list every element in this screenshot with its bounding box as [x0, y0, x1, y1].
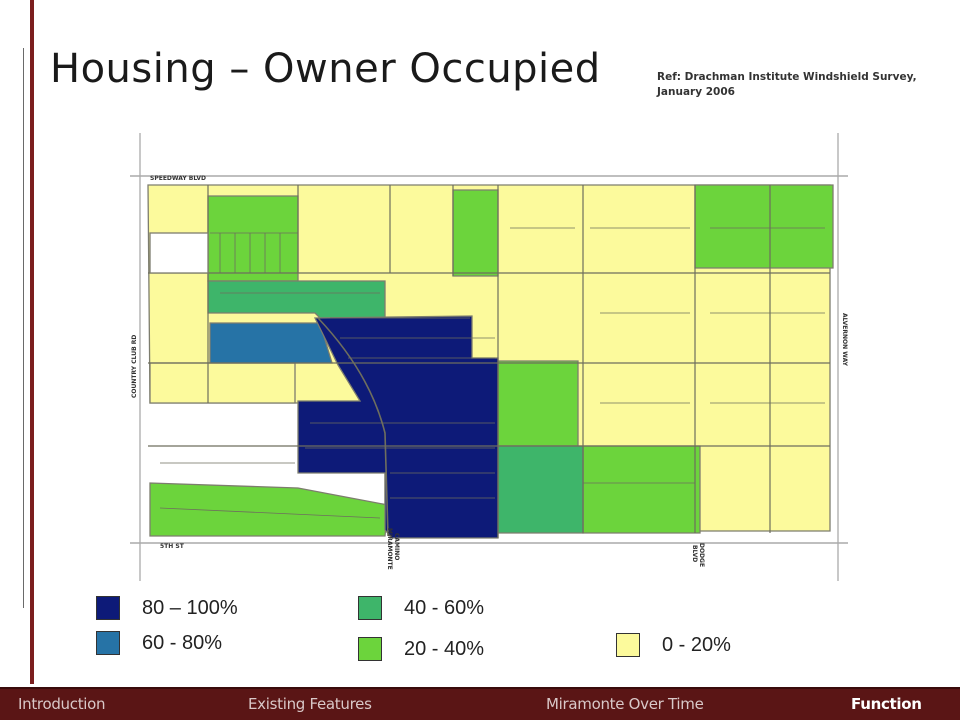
left-accent-bar: [30, 0, 34, 684]
legend-item-80-100: 80 – 100%: [96, 593, 238, 623]
legend-item-0-20: 0 - 20%: [616, 630, 731, 660]
street-label-5th: 5TH ST: [160, 543, 185, 550]
nav-miramonte-over-time[interactable]: Miramonte Over Time: [546, 695, 704, 713]
street-label-dodge-2: BLVD: [691, 545, 698, 562]
legend-swatch-60-80: [96, 631, 120, 655]
street-grid: [148, 185, 830, 538]
zone-20-40-n: [452, 189, 499, 277]
zone-60-80: [209, 322, 333, 364]
left-accent-line: [23, 48, 24, 608]
neighborhood-map: SPEEDWAY BLVD 5TH ST COUNTRY CLUB RD ALV…: [130, 133, 848, 581]
street-label-camino-1: CAMINO: [393, 533, 400, 560]
white-parcel: [149, 232, 209, 274]
nav-existing-features[interactable]: Existing Features: [248, 695, 372, 713]
zone-40-60-north: [207, 280, 386, 319]
nav-function[interactable]: Function: [851, 695, 922, 713]
legend-swatch-20-40: [358, 637, 382, 661]
legend-label-20-40: 20 - 40%: [404, 637, 485, 660]
legend-label-60-80: 60 - 80%: [142, 631, 223, 654]
street-label-alvernon: ALVERNON WAY: [841, 313, 848, 367]
parcel-lines: [159, 227, 825, 519]
zone-20-40-se: [582, 445, 701, 534]
street-label-speedway: SPEEDWAY BLVD: [150, 175, 206, 182]
legend-label-0-20: 0 - 20%: [662, 633, 731, 656]
reference-note: Ref: Drachman Institute Windshield Surve…: [657, 71, 917, 98]
legend-item-60-80: 60 - 80%: [96, 628, 222, 658]
footer-nav-bar: Introduction Existing Features Miramonte…: [0, 687, 960, 720]
legend-swatch-0-20: [616, 633, 640, 657]
zone-20-40-nw: [207, 195, 299, 282]
legend-swatch-40-60: [358, 596, 382, 620]
zone-20-40-ne: [694, 184, 834, 269]
street-label-country-club: COUNTRY CLUB RD: [131, 335, 138, 398]
slide-title: Housing – Owner Occupied: [50, 46, 601, 92]
legend-swatch-80-100: [96, 596, 120, 620]
nav-introduction[interactable]: Introduction: [18, 695, 106, 713]
legend-item-40-60: 40 - 60%: [358, 593, 484, 623]
street-label-dodge-1: DODGE: [698, 543, 705, 567]
camino-miramonte-street: [317, 317, 389, 537]
street-label-camino-2: MIRAMONTE: [386, 528, 393, 570]
legend-item-20-40: 20 - 40%: [358, 634, 484, 664]
legend-label-40-60: 40 - 60%: [404, 596, 485, 619]
zone-0-20-west: [149, 362, 296, 404]
zone-20-40-center: [497, 360, 579, 447]
legend-label-80-100: 80 – 100%: [142, 596, 238, 619]
zone-40-60-south: [497, 445, 584, 534]
